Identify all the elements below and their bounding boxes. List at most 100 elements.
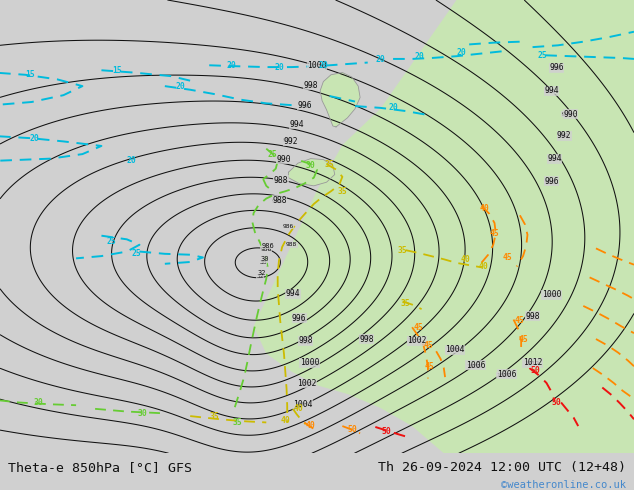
Text: 45: 45 <box>425 362 435 371</box>
Text: 15: 15 <box>25 70 36 79</box>
Text: 30: 30 <box>33 398 43 407</box>
Text: 990: 990 <box>276 157 288 162</box>
Text: 20: 20 <box>415 52 425 61</box>
Text: 998: 998 <box>526 315 537 320</box>
Text: 990: 990 <box>276 155 292 164</box>
Text: 25: 25 <box>106 237 116 245</box>
Text: 996: 996 <box>549 64 564 73</box>
Text: 35: 35 <box>337 187 347 196</box>
Polygon shape <box>288 159 335 186</box>
Text: 30: 30 <box>306 161 316 170</box>
Text: 994: 994 <box>289 120 304 129</box>
Text: 1006: 1006 <box>496 373 512 378</box>
Text: ©weatheronline.co.uk: ©weatheronline.co.uk <box>501 480 626 490</box>
Text: 20: 20 <box>226 61 236 70</box>
Text: 30: 30 <box>261 256 269 262</box>
Text: 20: 20 <box>318 61 328 70</box>
Text: 45: 45 <box>518 336 528 344</box>
Text: 1000: 1000 <box>543 293 558 298</box>
Text: 994: 994 <box>289 122 301 127</box>
Text: 1006: 1006 <box>498 370 517 379</box>
Text: 40: 40 <box>460 255 470 264</box>
Text: Theta-e 850hPa [°C] GFS: Theta-e 850hPa [°C] GFS <box>8 461 191 474</box>
Text: 40: 40 <box>306 420 316 430</box>
Text: 15: 15 <box>112 66 122 75</box>
Text: 1006: 1006 <box>467 364 482 369</box>
Text: 1006: 1006 <box>466 361 485 370</box>
Text: 1000: 1000 <box>542 290 561 299</box>
Text: 45: 45 <box>515 317 525 325</box>
Text: 988: 988 <box>273 179 285 184</box>
Text: 25: 25 <box>537 51 547 60</box>
Text: 998: 998 <box>359 335 370 340</box>
Text: 990: 990 <box>563 110 578 119</box>
Text: 986: 986 <box>261 247 272 252</box>
Text: 994: 994 <box>287 292 299 297</box>
Text: 988: 988 <box>272 199 283 204</box>
Text: 990: 990 <box>562 112 573 117</box>
Text: 32: 32 <box>256 274 264 279</box>
Text: 996: 996 <box>551 66 562 72</box>
Text: 40: 40 <box>478 262 488 271</box>
Text: 35: 35 <box>209 412 219 420</box>
Text: 40: 40 <box>293 404 303 414</box>
Text: 994: 994 <box>547 154 562 163</box>
Text: 20: 20 <box>375 55 385 64</box>
Text: 1002: 1002 <box>299 381 314 387</box>
Text: 50: 50 <box>347 425 357 434</box>
Text: 992: 992 <box>557 131 572 141</box>
Text: 1004: 1004 <box>294 400 313 409</box>
Text: 25: 25 <box>268 149 278 159</box>
Text: 994: 994 <box>548 157 559 162</box>
Text: 992: 992 <box>283 138 294 143</box>
Text: 45: 45 <box>489 229 500 238</box>
Text: 996: 996 <box>297 100 312 110</box>
Polygon shape <box>320 73 360 127</box>
Text: 998: 998 <box>303 81 318 90</box>
Text: 988: 988 <box>272 196 287 205</box>
Text: 20: 20 <box>30 134 40 143</box>
Text: 998: 998 <box>305 84 316 89</box>
Text: 994: 994 <box>544 86 559 95</box>
Text: 988: 988 <box>273 176 288 185</box>
Text: 35: 35 <box>233 418 243 427</box>
Text: 35: 35 <box>401 299 411 308</box>
Text: 45: 45 <box>502 253 512 262</box>
Text: 35: 35 <box>325 160 335 169</box>
Text: 998: 998 <box>298 336 313 345</box>
Text: 998: 998 <box>359 335 374 343</box>
Text: 998: 998 <box>300 340 311 344</box>
Text: 45: 45 <box>423 341 433 350</box>
Text: 1012: 1012 <box>523 358 542 367</box>
Text: 986: 986 <box>283 224 294 229</box>
Text: 992: 992 <box>557 133 569 139</box>
Text: 20: 20 <box>456 48 467 57</box>
Text: 25: 25 <box>131 249 141 258</box>
Text: 1000: 1000 <box>300 358 319 367</box>
Text: 996: 996 <box>544 177 559 186</box>
Text: 35: 35 <box>398 245 408 255</box>
Text: 20: 20 <box>274 63 284 72</box>
Text: 20: 20 <box>127 156 137 166</box>
Text: 996: 996 <box>545 180 556 185</box>
Text: 50: 50 <box>382 427 392 436</box>
Text: 1002: 1002 <box>297 379 316 388</box>
Text: 996: 996 <box>294 317 305 322</box>
Text: 30: 30 <box>259 260 267 266</box>
Text: 50: 50 <box>531 366 541 375</box>
Text: 1002: 1002 <box>408 336 427 345</box>
Text: 45: 45 <box>413 323 424 332</box>
Text: 1002: 1002 <box>408 338 423 343</box>
Text: 50: 50 <box>552 398 562 407</box>
Text: 992: 992 <box>283 137 298 146</box>
Text: 40: 40 <box>280 416 290 425</box>
Text: 988: 988 <box>286 242 297 247</box>
Text: 30: 30 <box>138 409 148 418</box>
Text: 996: 996 <box>292 314 307 323</box>
Text: 1000: 1000 <box>307 61 327 70</box>
Text: 986: 986 <box>261 243 274 248</box>
Text: 1000: 1000 <box>309 63 325 68</box>
Text: 32: 32 <box>257 270 266 276</box>
Text: 998: 998 <box>525 312 540 321</box>
Text: 20: 20 <box>388 103 398 112</box>
